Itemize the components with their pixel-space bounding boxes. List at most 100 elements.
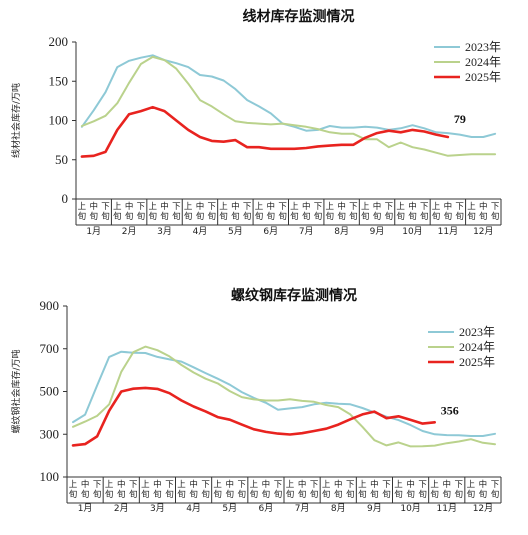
x-tick-char: 旬	[129, 489, 138, 500]
x-tick-char: 旬	[160, 211, 169, 222]
x-tick-char: 旬	[491, 211, 500, 222]
x-tick-char: 旬	[322, 489, 331, 500]
x-tick-char: 上	[358, 480, 367, 490]
x-tick-char: 旬	[213, 489, 222, 500]
x-tick-char: 旬	[455, 211, 464, 222]
x-tick-char: 旬	[337, 211, 346, 222]
x-tick-char: 下	[385, 202, 394, 212]
x-tick-label: 下旬	[243, 202, 252, 222]
series-line-2025年	[71, 386, 437, 447]
legend-label: 2025年	[465, 70, 501, 84]
series-line-2024年	[80, 55, 497, 157]
x-tick-char: 旬	[406, 489, 415, 500]
x-tick-label: 中旬	[479, 479, 488, 500]
x-tick-label: 下旬	[420, 202, 429, 222]
x-tick-char: 旬	[196, 211, 205, 222]
x-tick-label: 中旬	[334, 479, 343, 500]
x-tick-char: 下	[165, 480, 174, 490]
x-tick-label: 上旬	[219, 202, 228, 222]
x-tick-char: 旬	[243, 211, 252, 222]
x-tick-char: 下	[274, 480, 283, 490]
month-label: 9月	[367, 503, 382, 514]
x-tick-label: 上旬	[322, 480, 331, 500]
x-tick-char: 旬	[290, 211, 299, 222]
x-tick-char: 中	[196, 201, 205, 212]
x-tick-label: 上旬	[250, 480, 259, 500]
x-tick-char: 旬	[373, 211, 382, 222]
x-tick-char: 旬	[208, 211, 217, 222]
x-tick-char: 上	[184, 202, 193, 212]
x-tick-label: 下旬	[310, 480, 319, 500]
x-tick-label: 下旬	[208, 202, 217, 222]
x-tick-char: 下	[238, 480, 247, 490]
x-tick-char: 旬	[420, 211, 429, 222]
month-label: 4月	[186, 503, 201, 514]
x-tick-label: 中旬	[196, 201, 205, 222]
x-tick-char: 旬	[219, 211, 228, 222]
x-tick-char: 旬	[442, 489, 451, 500]
x-tick-label: 下旬	[129, 480, 138, 500]
x-tick-label: 下旬	[137, 202, 146, 222]
x-tick-char: 旬	[334, 489, 343, 500]
x-tick-label: 中旬	[408, 201, 417, 222]
x-tick-char: 旬	[382, 489, 391, 500]
legend-label: 2024年	[465, 55, 501, 69]
x-tick-label: 中旬	[406, 479, 415, 500]
x-tick-char: 旬	[201, 489, 210, 500]
y-tick-label: 900	[40, 298, 60, 313]
x-tick-char: 旬	[432, 211, 441, 222]
x-tick-label: 下旬	[201, 480, 210, 500]
x-tick-label: 下旬	[93, 480, 102, 500]
x-tick-char: 旬	[278, 211, 287, 222]
chart-title: 线材库存监测情况	[243, 8, 355, 25]
x-tick-char: 中	[408, 201, 417, 212]
month-label: 1月	[86, 226, 101, 237]
x-tick-label: 上旬	[141, 480, 150, 500]
x-tick-char: 旬	[274, 489, 283, 500]
x-tick-char: 下	[349, 202, 358, 212]
x-tick-char: 上	[177, 480, 186, 490]
x-tick-label: 中旬	[337, 201, 346, 222]
x-tick-char: 上	[326, 202, 335, 212]
x-tick-char: 上	[290, 202, 299, 212]
x-tick-char: 旬	[184, 211, 193, 222]
x-tick-char: 旬	[231, 211, 240, 222]
x-tick-char: 旬	[286, 489, 295, 500]
x-tick-label: 上旬	[69, 480, 78, 500]
x-tick-label: 上旬	[255, 202, 264, 222]
month-label: 12月	[473, 503, 493, 514]
month-label: 3月	[157, 226, 172, 237]
x-tick-label: 中旬	[125, 201, 134, 222]
x-tick-char: 旬	[394, 489, 403, 500]
y-axis-label: 线材社会库存/万吨	[10, 83, 22, 158]
month-label: 2月	[114, 503, 129, 514]
x-tick-char: 下	[455, 202, 464, 212]
x-tick-char: 上	[250, 480, 259, 490]
x-tick-char: 中	[267, 201, 276, 212]
series-line-2023年	[72, 350, 496, 437]
x-tick-label: 中旬	[479, 201, 488, 222]
x-tick-char: 旬	[262, 489, 271, 500]
x-tick-char: 上	[430, 480, 439, 490]
y-tick-label: 200	[49, 34, 69, 49]
x-tick-label: 下旬	[346, 480, 355, 500]
x-tick-char: 旬	[467, 489, 476, 500]
x-tick-char: 上	[467, 202, 476, 212]
x-tick-char: 中	[370, 479, 379, 490]
x-tick-char: 旬	[148, 211, 157, 222]
x-tick-label: 中旬	[231, 201, 240, 222]
x-tick-label: 下旬	[238, 480, 247, 500]
x-tick-label: 中旬	[81, 479, 90, 500]
x-tick-char: 上	[432, 202, 441, 212]
x-tick-char: 中	[225, 479, 234, 490]
x-tick-char: 上	[148, 202, 157, 212]
y-tick-label: 50	[55, 152, 68, 167]
x-tick-char: 下	[455, 480, 464, 490]
x-tick-label: 中旬	[267, 201, 276, 222]
legend-label: 2024年	[459, 340, 495, 354]
x-tick-label: 中旬	[298, 479, 307, 500]
x-tick-char: 中	[81, 479, 90, 490]
y-tick-label: 500	[40, 384, 60, 399]
x-tick-char: 旬	[117, 489, 126, 500]
x-tick-char: 旬	[349, 211, 358, 222]
